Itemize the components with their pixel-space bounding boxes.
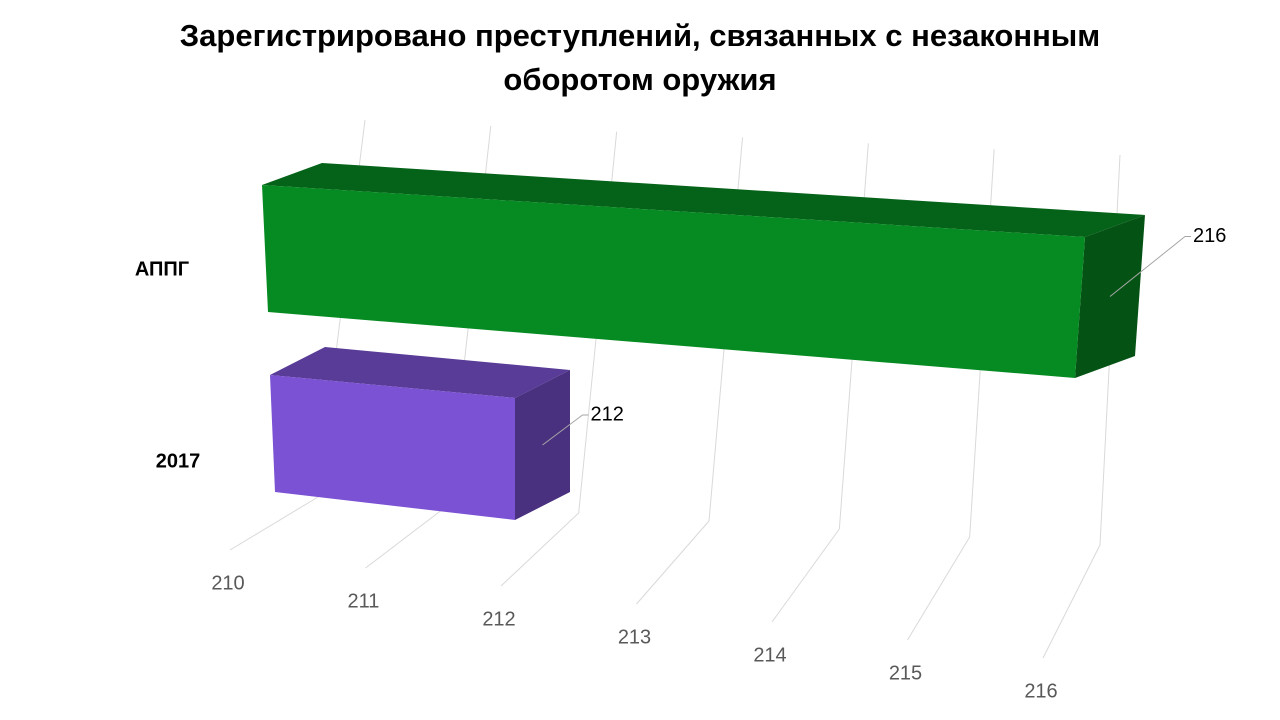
data-label: 212 (591, 403, 624, 425)
y-tick-label: 2017 (156, 450, 201, 472)
chart-title: Зарегистрировано преступлений, связанных… (179, 18, 1101, 97)
x-tick-label: 212 (482, 608, 515, 630)
x-tick-label: 214 (753, 644, 786, 666)
x-tick-label: 211 (348, 590, 380, 612)
x-tick-label: 213 (618, 626, 651, 648)
bar-top (270, 347, 570, 398)
x-tick-label: 216 (1024, 680, 1057, 702)
x-tick-label: 210 (211, 572, 244, 594)
x-tick-label: 215 (889, 662, 922, 684)
leader-line (542, 414, 589, 446)
bar (270, 375, 515, 520)
y-tick-label: АППГ (135, 258, 189, 280)
bar (262, 185, 1085, 378)
bar-top (262, 163, 1145, 237)
leader-line (1109, 236, 1191, 297)
data-label: 216 (1193, 225, 1226, 247)
